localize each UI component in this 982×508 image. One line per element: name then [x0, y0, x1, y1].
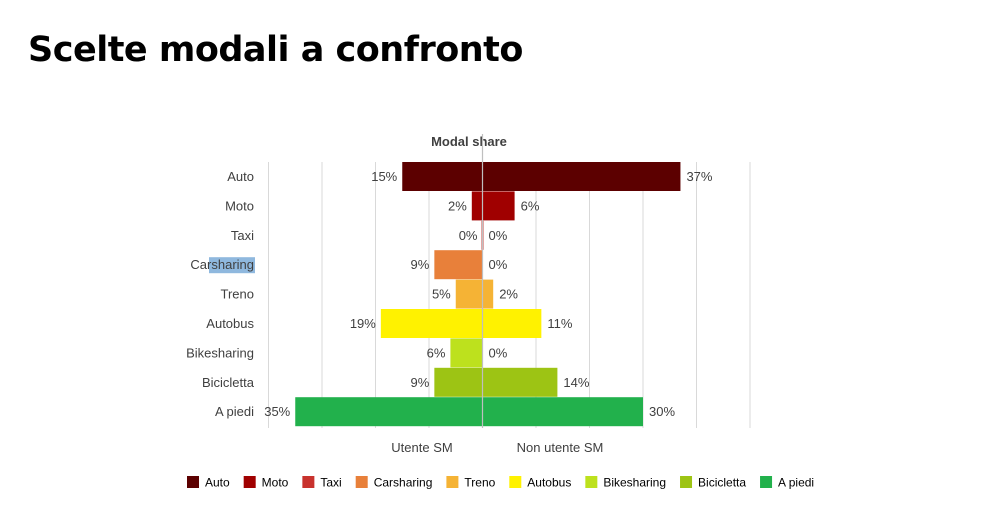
value-label-utente-sm-a-piedi: 35%	[264, 404, 290, 419]
legend-label-autobus: Autobus	[527, 476, 571, 490]
value-label-non-utente-sm-taxi: 0%	[489, 228, 508, 243]
value-label-utente-sm-bikesharing: 6%	[427, 345, 446, 360]
value-label-utente-sm-treno: 5%	[432, 287, 451, 302]
legend-swatch-bikesharing	[585, 476, 598, 488]
bar-non-utente-sm-autobus	[482, 309, 542, 338]
bar-utente-sm-bicicletta	[434, 367, 483, 397]
legend-swatch-a-piedi	[760, 476, 773, 488]
value-label-utente-sm-bicicletta: 9%	[411, 375, 430, 390]
value-label-non-utente-sm-a-piedi: 30%	[649, 404, 675, 419]
legend-label-auto: Auto	[205, 476, 230, 490]
legend-label-a-piedi: A piedi	[778, 476, 814, 490]
legend-label-taxi: Taxi	[320, 476, 341, 490]
bar-utente-sm-a-piedi	[295, 397, 483, 427]
bar-non-utente-sm-a-piedi	[482, 397, 643, 427]
legend-label-bikesharing: Bikesharing	[603, 476, 666, 490]
bar-non-utente-sm-bicicletta	[482, 367, 558, 397]
value-label-non-utente-sm-auto: 37%	[686, 169, 712, 184]
slide-title: Scelte modali a confronto	[28, 30, 523, 70]
bar-utente-sm-carsharing	[434, 250, 483, 280]
category-label-bikesharing: Bikesharing	[186, 345, 254, 360]
value-label-non-utente-sm-autobus: 11%	[547, 316, 572, 331]
bar-non-utente-sm-moto	[482, 191, 515, 221]
value-label-utente-sm-autobus: 19%	[350, 316, 376, 331]
category-label-a-piedi: A piedi	[215, 404, 254, 419]
bar-utente-sm-moto	[471, 191, 483, 221]
category-label-carsharing: Carsharing	[190, 257, 254, 272]
value-label-non-utente-sm-bikesharing: 0%	[489, 345, 508, 360]
gridlines	[268, 162, 751, 428]
value-label-non-utente-sm-moto: 6%	[521, 198, 540, 213]
legend-label-moto: Moto	[262, 476, 289, 490]
value-label-utente-sm-moto: 2%	[448, 198, 467, 213]
category-label-taxi: Taxi	[231, 228, 254, 243]
legend-swatch-carsharing	[355, 476, 368, 488]
selection-highlight	[209, 257, 255, 274]
legend: Auto Moto Taxi Carsharing Treno Autobus Bikesh…	[187, 476, 814, 490]
bar-utente-sm-autobus	[380, 309, 483, 338]
bar-utente-sm-bikesharing	[450, 338, 483, 368]
category-label-auto: Auto	[227, 169, 254, 184]
bar-non-utente-sm-treno	[482, 279, 494, 309]
legend-swatch-auto	[187, 476, 199, 488]
value-label-utente-sm-auto: 15%	[371, 169, 397, 184]
text-selection-highlight	[209, 257, 255, 274]
chart-title: Modal share	[431, 134, 507, 149]
category-label-treno: Treno	[221, 287, 254, 302]
legend-swatch-moto	[243, 476, 256, 488]
value-label-utente-sm-carsharing: 9%	[411, 257, 430, 272]
legend-swatch-treno	[446, 476, 459, 488]
value-label-non-utente-sm-treno: 2%	[499, 287, 518, 302]
legend-label-bicicletta: Bicicletta	[698, 476, 746, 490]
legend-swatch-bicicletta	[680, 476, 693, 488]
bar-utente-sm-treno	[455, 279, 483, 309]
category-label-bicicletta: Bicicletta	[202, 375, 255, 390]
series-label-utente-sm: Utente SM	[391, 440, 452, 455]
value-label-non-utente-sm-bicicletta: 14%	[563, 375, 589, 390]
value-label-non-utente-sm-carsharing: 0%	[489, 257, 508, 272]
legend-label-carsharing: Carsharing	[374, 476, 433, 490]
labels: Auto 15% 37% Moto 2% 6% Taxi 0% 0% Carsharing 9% 0%…	[186, 169, 713, 419]
value-label-utente-sm-taxi: 0%	[459, 228, 478, 243]
series-label-non-utente-sm: Non utente SM	[517, 440, 604, 455]
bars	[295, 162, 681, 427]
category-label-moto: Moto	[225, 198, 254, 213]
legend-swatch-autobus	[509, 476, 522, 488]
legend-swatch-taxi	[302, 476, 315, 488]
bar-utente-sm-auto	[402, 162, 483, 191]
bar-non-utente-sm-auto	[482, 162, 681, 191]
legend-label-treno: Treno	[464, 476, 495, 490]
category-label-autobus: Autobus	[206, 316, 254, 331]
